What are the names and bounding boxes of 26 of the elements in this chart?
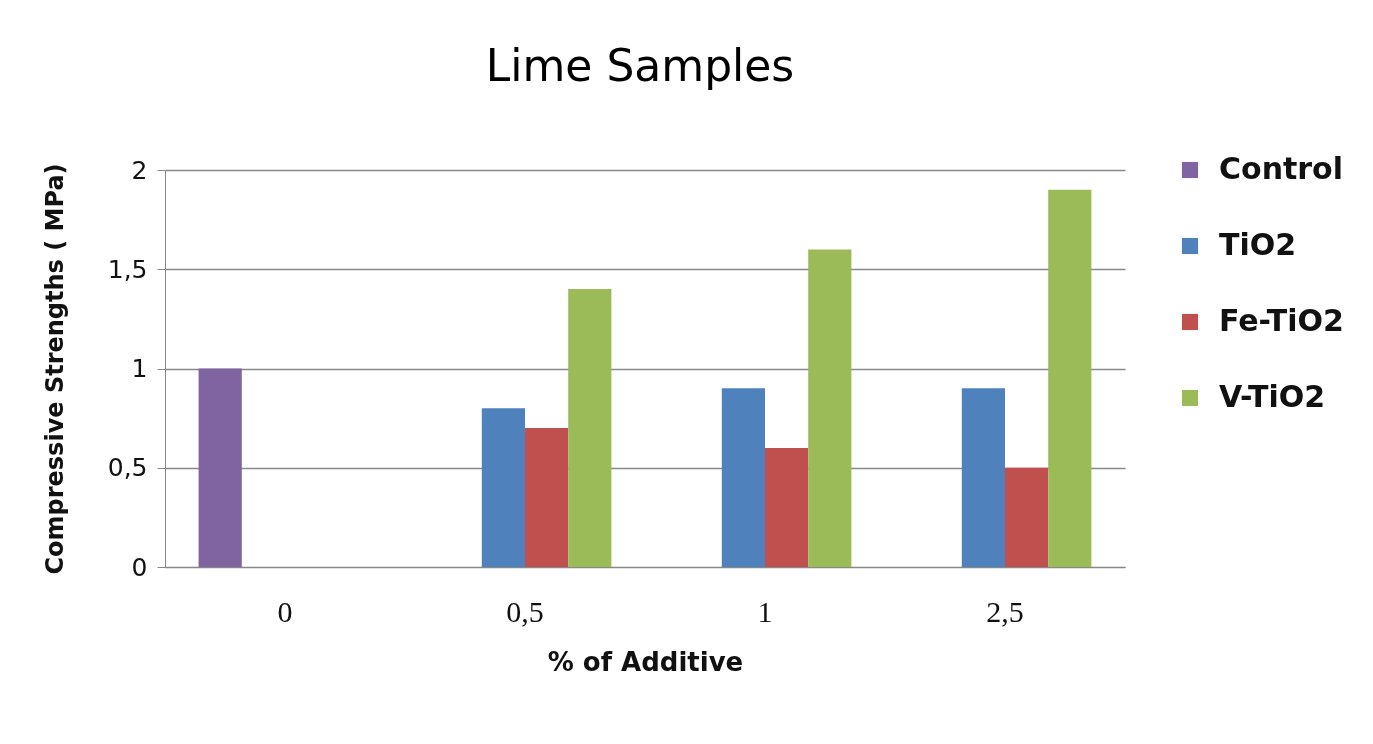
x-tick-label: 1	[757, 594, 773, 628]
bar	[765, 447, 809, 567]
y-axis-title: Compressive Strengths ( MPa)	[40, 163, 69, 575]
y-tick-label: 1,5	[107, 254, 148, 284]
x-tick-label: 2,5	[986, 594, 1024, 628]
bar	[568, 289, 612, 567]
legend-label: V-TiO2	[1219, 379, 1326, 414]
bar	[525, 428, 569, 567]
x-tick-label: 0,5	[506, 594, 544, 628]
legend-label: Fe-TiO2	[1219, 303, 1344, 338]
x-tick-label: 0	[277, 594, 293, 628]
y-tick-label: 2	[131, 155, 148, 185]
legend-label: Control	[1219, 151, 1344, 186]
y-tick-label: 0,5	[107, 453, 148, 483]
bar	[198, 368, 242, 567]
legend-label: TiO2	[1219, 227, 1297, 262]
y-tick-label: 1	[131, 354, 148, 383]
y-tick-label: 0	[131, 552, 148, 582]
chart-title: Lime Samples	[485, 40, 795, 91]
bar	[721, 388, 765, 567]
x-axis-title: % of Additive	[547, 646, 744, 677]
bar	[1048, 189, 1092, 567]
bar	[481, 408, 525, 567]
bar	[808, 249, 852, 567]
bar	[1005, 467, 1049, 567]
bar	[961, 388, 1005, 567]
